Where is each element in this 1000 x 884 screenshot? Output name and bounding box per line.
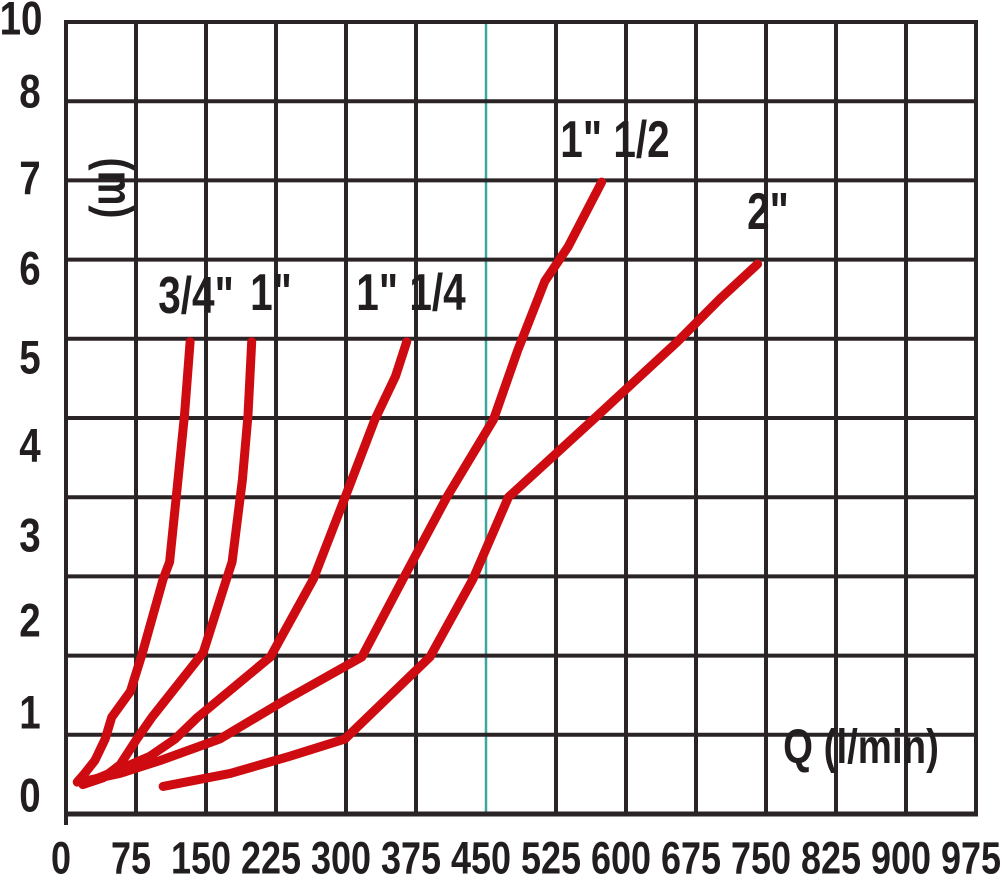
curve-3-4-: [72, 337, 195, 787]
curve-2-: [158, 259, 763, 791]
y-axis-label: (m): [87, 157, 142, 219]
x-axis-label: Q (l/min): [783, 721, 939, 774]
curve-1-1-4: [83, 337, 412, 787]
curve-1-1-2: [75, 177, 607, 787]
